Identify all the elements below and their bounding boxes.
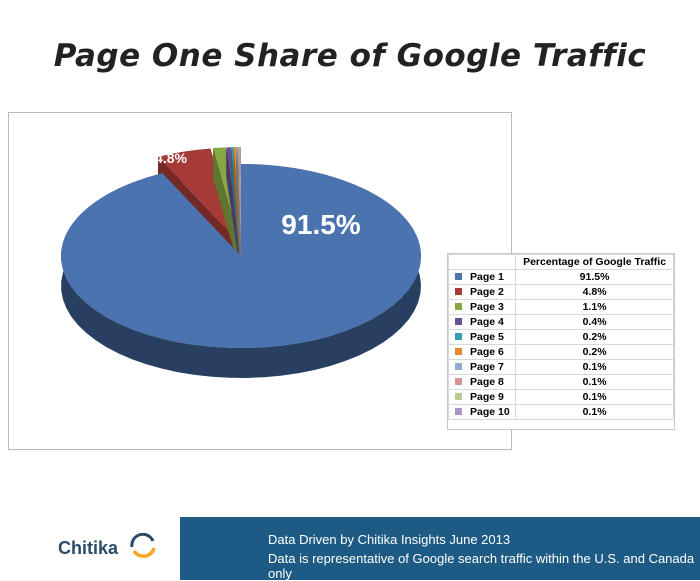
legend-swatch-cell	[448, 374, 467, 390]
legend-row: Page 9 0.1%	[448, 389, 674, 405]
pie-slice-top	[158, 148, 237, 240]
pie-label-page-1: 91.5%	[281, 209, 360, 240]
pie-slice-top	[238, 147, 241, 240]
legend-swatch	[454, 318, 462, 325]
legend-header-blank	[447, 254, 517, 270]
legend-swatch-cell	[448, 299, 467, 315]
legend-value: 0.1%	[515, 359, 674, 375]
legend-swatch	[454, 288, 462, 295]
legend-swatch	[454, 393, 462, 400]
legend-value: 0.1%	[515, 389, 674, 405]
legend-value: 0.1%	[515, 404, 674, 420]
legend-value: 4.8%	[515, 284, 674, 300]
legend-row: Page 7 0.1%	[448, 359, 674, 375]
legend-category: Page 8	[467, 374, 517, 390]
legend-category: Page 3	[467, 299, 517, 315]
legend-swatch-cell	[448, 389, 467, 405]
pie-slice	[239, 147, 241, 270]
legend-category: Page 10	[467, 404, 517, 420]
logo-swirl-icon	[130, 533, 156, 558]
legend-category: Page 9	[467, 389, 517, 405]
legend-category: Page 5	[467, 329, 517, 345]
pie-slice-wall	[213, 148, 240, 270]
pie-slice-wall	[236, 147, 241, 270]
legend-value: 0.1%	[515, 374, 674, 390]
legend-category: Page 4	[467, 314, 517, 330]
legend-row: Page 5 0.2%	[448, 329, 674, 345]
legend-category: Page 6	[467, 344, 517, 360]
legend-swatch	[454, 303, 462, 310]
pie-slice-wall	[237, 147, 241, 270]
legend-swatch	[454, 348, 462, 355]
legend-swatch-cell	[448, 359, 467, 375]
legend-value: 0.4%	[515, 314, 674, 330]
pie-slice-wall	[233, 147, 241, 270]
legend-swatch-cell	[448, 314, 467, 330]
legend-swatch-cell	[448, 344, 467, 360]
legend-swatch-cell	[448, 329, 467, 345]
chart-title: Page One Share of Google Traffic	[53, 38, 647, 74]
chart-frame: 91.5% 4.8%	[8, 112, 512, 450]
pie-slice-wall	[226, 147, 241, 270]
legend-swatch-cell	[448, 284, 467, 300]
legend-row: Page 1 91.5%	[448, 269, 674, 285]
pie-slice-wall	[238, 147, 241, 270]
legend-swatch	[454, 363, 462, 370]
pie-slice-wall	[231, 147, 241, 270]
pie-chart: 91.5% 4.8%	[60, 147, 422, 378]
legend-value: 91.5%	[515, 269, 674, 285]
legend-category: Page 7	[467, 359, 517, 375]
pie-label-page-2: 4.8%	[155, 150, 187, 166]
pie-slice-wall	[239, 147, 241, 270]
legend-swatch	[454, 408, 462, 415]
legend-row: Page 4 0.4%	[448, 314, 674, 330]
legend-category: Page 1	[467, 269, 517, 285]
legend-swatch	[454, 333, 462, 340]
legend-swatch	[454, 378, 462, 385]
footer-note: Data is representative of Google search …	[268, 551, 695, 581]
legend-value: 0.2%	[515, 344, 674, 360]
legend-swatch	[454, 273, 462, 280]
legend-row: Page 3 1.1%	[448, 299, 674, 315]
legend-swatch-cell	[448, 404, 467, 420]
legend-table: Percentage of Google Traffic Page 1 91.5%…	[447, 253, 675, 430]
legend-row: Page 6 0.2%	[448, 344, 674, 360]
footer-source: Data Driven by Chitika Insights June 201…	[268, 532, 511, 547]
legend-value: 0.2%	[515, 329, 674, 345]
pie-slice-top	[60, 164, 422, 348]
chitika-logo: Chitika	[58, 538, 119, 558]
legend-category: Page 2	[467, 284, 517, 300]
pie-slice	[60, 164, 422, 378]
legend-swatch-cell	[448, 269, 467, 285]
legend-value: 1.1%	[515, 299, 674, 315]
legend-header: Percentage of Google Traffic	[515, 254, 674, 270]
legend-row: Page 10 0.1%	[448, 404, 674, 420]
legend-row: Page 8 0.1%	[448, 374, 674, 390]
legend-row: Page 2 4.8%	[448, 284, 674, 300]
pie-slice-top	[239, 147, 241, 240]
footer-band	[180, 517, 700, 580]
